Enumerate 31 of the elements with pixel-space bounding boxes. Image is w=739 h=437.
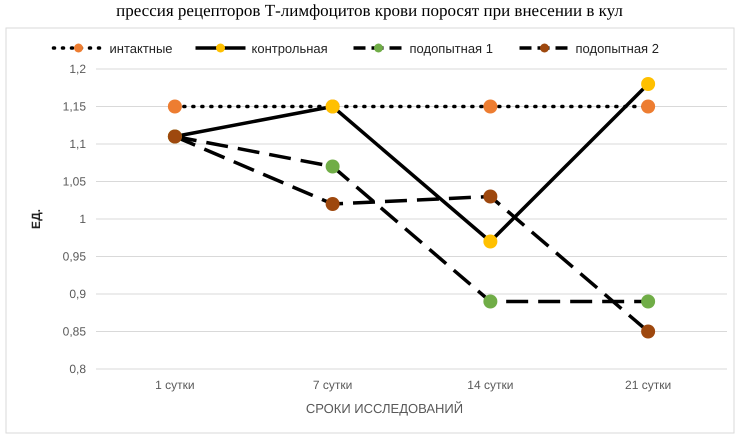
point <box>168 100 182 114</box>
point <box>641 324 656 338</box>
chart-title: прессия рецепторов Т-лимфоцитов крови поросят при внесении в кул <box>116 1 624 20</box>
y-tick-label: 0,8 <box>69 362 86 376</box>
point <box>641 100 656 114</box>
x-tick-label: 1 сутки <box>155 378 195 392</box>
point <box>641 77 656 91</box>
point <box>326 160 340 174</box>
point <box>483 234 498 248</box>
point <box>483 294 498 308</box>
x-tick-label: 14 сутки <box>467 378 514 392</box>
legend-label: подопытная 2 <box>576 41 659 56</box>
x-tick-label: 7 сутки <box>312 378 352 392</box>
point <box>326 197 340 211</box>
point <box>641 294 656 308</box>
x-axis-title: СРОКИ ИССЛЕДОВАНИЙ <box>306 401 464 416</box>
point <box>483 190 498 204</box>
legend-label: подопытная 1 <box>410 41 493 56</box>
legend-label: интактные <box>110 41 173 56</box>
y-tick-label: 1,15 <box>62 100 86 114</box>
y-tick-label: 1,2 <box>69 62 86 76</box>
y-tick-label: 1 <box>79 212 86 226</box>
y-tick-label: 0,95 <box>62 250 86 264</box>
y-tick-label: 1,1 <box>69 137 86 151</box>
y-tick-label: 0,9 <box>69 287 86 301</box>
y-tick-label: 1,05 <box>62 174 86 188</box>
x-tick-label: 21 сутки <box>625 378 672 392</box>
point <box>483 100 498 114</box>
y-tick-label: 0,85 <box>62 324 86 338</box>
legend-label: контрольная <box>252 41 328 56</box>
y-axis-title: ЕД. <box>29 209 43 229</box>
